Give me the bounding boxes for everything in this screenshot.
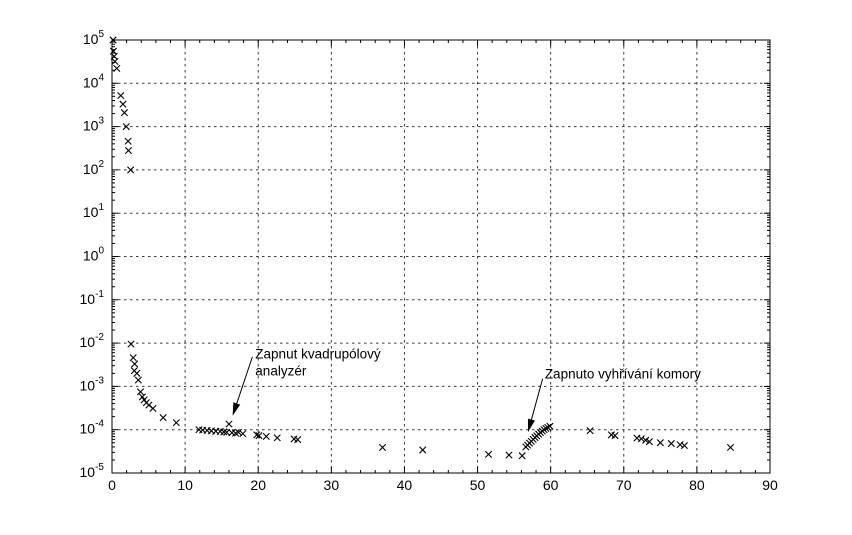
x-tick-label: 50 bbox=[470, 477, 486, 493]
data-point-marker bbox=[120, 109, 129, 117]
data-point-marker bbox=[127, 340, 135, 348]
x-tick-label: 20 bbox=[250, 477, 266, 493]
data-point-marker bbox=[544, 423, 552, 431]
y-tick-labels: 105 104 103 102 101 100 10-1 10-2 10-3 10-4 10-5 bbox=[80, 29, 105, 480]
x-tick-label: 0 bbox=[108, 477, 116, 493]
data-point-marker bbox=[220, 428, 228, 436]
annotation-arrowhead bbox=[232, 402, 241, 416]
y-tick-label: 10-1 bbox=[80, 289, 105, 307]
data-point-marker bbox=[611, 432, 619, 440]
data-point-marker bbox=[505, 451, 513, 459]
data-point-marker bbox=[122, 123, 130, 131]
annotation-arrowhead bbox=[527, 418, 535, 433]
data-point-marker bbox=[273, 434, 281, 442]
data-point-marker bbox=[113, 64, 121, 73]
annotation-text: Zapnut kvadrupólový bbox=[255, 346, 381, 361]
data-point-marker bbox=[234, 428, 243, 436]
data-point-marker bbox=[253, 431, 261, 439]
data-point-marker bbox=[239, 430, 247, 438]
data-point-marker bbox=[667, 439, 675, 448]
x-tick-label: 10 bbox=[177, 477, 193, 493]
annotation-text: analyzér bbox=[255, 363, 307, 378]
data-point-marker bbox=[111, 57, 119, 66]
annotation-text: Zapnuto vyhřívání komory bbox=[545, 367, 701, 382]
data-point-marker bbox=[124, 137, 132, 145]
data-point-marker bbox=[518, 452, 526, 460]
data-point-marker bbox=[726, 443, 735, 451]
annotation-arrow-line bbox=[530, 378, 544, 420]
data-series bbox=[109, 36, 735, 460]
data-point-marker bbox=[117, 92, 125, 100]
data-point-marker bbox=[131, 360, 139, 368]
data-point-marker bbox=[136, 388, 145, 396]
data-point-marker bbox=[546, 422, 554, 430]
annotation-arrow-line bbox=[236, 356, 253, 404]
data-point-marker bbox=[680, 441, 689, 450]
data-point-marker bbox=[109, 36, 117, 44]
data-point-marker bbox=[134, 376, 142, 384]
annotation: Zapnuto vyhřívání komory bbox=[527, 367, 701, 433]
axis-ticks bbox=[111, 39, 771, 474]
data-point-marker bbox=[119, 100, 127, 108]
annotation: Zapnut kvadrupólový analyzér bbox=[232, 346, 381, 416]
data-point-marker bbox=[225, 420, 233, 428]
data-point-marker bbox=[586, 427, 594, 435]
y-tick-label: 100 bbox=[83, 246, 105, 264]
data-point-marker bbox=[129, 354, 137, 362]
data-point-marker bbox=[159, 414, 167, 422]
y-tick-label: 104 bbox=[83, 72, 105, 90]
y-tick-label: 101 bbox=[83, 202, 105, 220]
y-tick-label: 105 bbox=[83, 29, 105, 47]
y-tick-label: 10-2 bbox=[80, 332, 105, 350]
data-point-marker bbox=[149, 404, 157, 413]
x-tick-label: 80 bbox=[689, 477, 705, 493]
data-point-marker bbox=[542, 424, 550, 433]
x-tick-label: 70 bbox=[616, 477, 632, 493]
data-point-marker bbox=[262, 432, 270, 440]
y-tick-label: 10-5 bbox=[80, 462, 105, 480]
data-point-marker bbox=[172, 419, 180, 427]
data-point-marker bbox=[656, 439, 664, 447]
data-point-marker bbox=[484, 450, 493, 458]
data-point-marker bbox=[637, 435, 645, 443]
y-tick-label: 10-3 bbox=[80, 375, 105, 393]
data-point-marker bbox=[124, 146, 133, 155]
x-tick-label: 30 bbox=[324, 477, 340, 493]
grid bbox=[112, 40, 770, 473]
data-point-marker bbox=[645, 438, 653, 446]
data-point-marker bbox=[419, 446, 427, 454]
y-tick-label: 103 bbox=[83, 116, 105, 134]
data-point-marker bbox=[294, 436, 302, 444]
data-point-marker bbox=[255, 432, 263, 440]
y-tick-label: 102 bbox=[83, 159, 105, 177]
y-tick-label: 10-4 bbox=[80, 419, 105, 437]
x-tick-label: 40 bbox=[397, 477, 413, 493]
x-tick-label: 60 bbox=[543, 477, 559, 493]
data-point-marker bbox=[133, 369, 141, 377]
x-tick-labels: 0 10 20 30 40 50 60 70 80 90 bbox=[108, 477, 778, 493]
x-tick-label: 90 bbox=[762, 477, 778, 493]
data-point-marker bbox=[378, 443, 387, 451]
data-point-marker bbox=[127, 166, 135, 174]
